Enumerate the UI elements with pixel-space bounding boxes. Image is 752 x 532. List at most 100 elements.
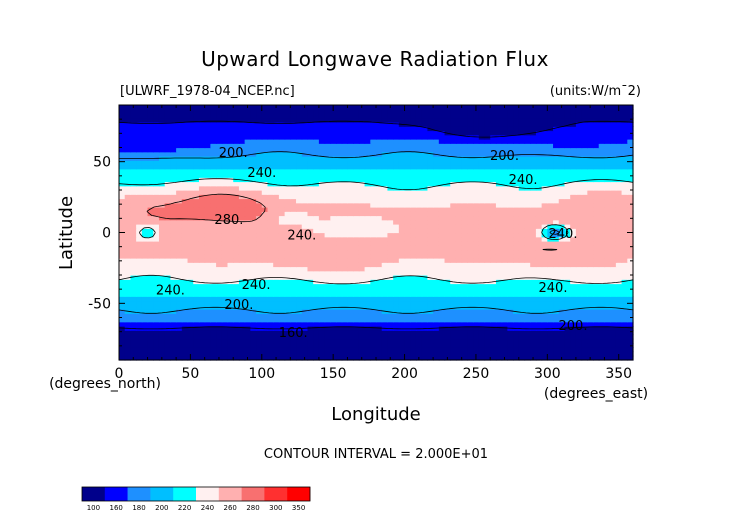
- field-cell: [221, 139, 229, 144]
- field-cell: [244, 258, 251, 263]
- field-cell: [147, 317, 154, 323]
- field-cell: [438, 330, 446, 336]
- field-cell: [593, 164, 600, 170]
- field-cell: [478, 241, 486, 246]
- field-cell: [404, 300, 411, 306]
- field-cell: [398, 292, 406, 297]
- field-cell: [336, 219, 343, 225]
- field-cell: [313, 122, 320, 127]
- field-cell: [290, 270, 297, 276]
- field-cell: [478, 228, 486, 234]
- field-cell: [461, 215, 468, 221]
- field-cell: [404, 211, 411, 217]
- field-cell: [290, 266, 297, 272]
- field-cell: [484, 139, 491, 144]
- field-cell: [153, 355, 160, 361]
- field-cell: [136, 185, 143, 191]
- field-cell: [330, 258, 337, 263]
- field-cell: [593, 181, 600, 187]
- field-cell: [198, 304, 206, 310]
- field-cell: [581, 351, 588, 357]
- field-cell: [341, 168, 349, 174]
- field-cell: [541, 283, 548, 289]
- field-cell: [421, 143, 428, 149]
- field-cell: [181, 262, 189, 268]
- field-cell: [564, 147, 571, 153]
- field-cell: [467, 147, 474, 153]
- field-cell: [478, 143, 486, 149]
- field-cell: [398, 130, 406, 136]
- field-cell: [410, 168, 417, 174]
- field-cell: [450, 300, 457, 306]
- field-cell: [238, 266, 246, 272]
- field-cell: [278, 351, 286, 357]
- field-cell: [387, 190, 394, 195]
- field-cell: [387, 317, 394, 323]
- field-cell: [250, 160, 257, 166]
- field-cell: [238, 287, 246, 293]
- field-cell: [484, 245, 491, 251]
- field-cell: [164, 236, 171, 242]
- field-cell: [404, 334, 411, 340]
- field-cell: [164, 338, 171, 344]
- field-cell: [119, 173, 126, 178]
- field-cell: [358, 330, 366, 336]
- field-cell: [507, 253, 514, 259]
- field-cell: [490, 139, 497, 144]
- field-cell: [490, 198, 497, 204]
- field-cell: [495, 156, 503, 161]
- field-cell: [267, 347, 274, 353]
- field-cell: [176, 270, 183, 276]
- field-cell: [313, 300, 320, 306]
- field-cell: [233, 334, 240, 340]
- field-cell: [250, 313, 257, 319]
- field-cell: [513, 168, 520, 174]
- field-cell: [130, 147, 137, 153]
- field-cell: [176, 224, 183, 229]
- field-cell: [495, 317, 503, 323]
- field-cell: [193, 326, 200, 331]
- field-cell: [444, 134, 451, 140]
- field-cell: [398, 313, 406, 319]
- field-cell: [267, 211, 274, 217]
- field-cell: [404, 279, 411, 285]
- field-cell: [227, 279, 234, 285]
- field-cell: [427, 228, 434, 234]
- field-cell: [318, 309, 326, 314]
- field-cell: [147, 219, 154, 225]
- field-cell: [461, 156, 468, 161]
- field-cell: [370, 151, 377, 157]
- field-cell: [398, 287, 406, 293]
- field-cell: [615, 258, 623, 263]
- field-cell: [467, 232, 474, 238]
- field-cell: [278, 198, 286, 204]
- field-cell: [250, 232, 257, 238]
- field-cell: [621, 143, 628, 149]
- field-cell: [119, 309, 126, 314]
- field-cell: [164, 262, 171, 268]
- field-cell: [381, 355, 389, 361]
- field-cell: [518, 313, 526, 319]
- field-cell: [381, 334, 389, 340]
- field-cell: [181, 160, 189, 166]
- field-cell: [381, 198, 389, 204]
- field-cell: [147, 139, 154, 144]
- field-cell: [524, 126, 531, 132]
- field-cell: [204, 270, 211, 276]
- field-cell: [181, 300, 189, 306]
- field-cell: [261, 262, 269, 268]
- field-cell: [124, 202, 132, 208]
- field-cell: [158, 160, 166, 166]
- field-cell: [136, 194, 143, 200]
- field-cell: [615, 190, 623, 195]
- field-cell: [513, 232, 520, 238]
- field-cell: [615, 202, 623, 208]
- field-cell: [330, 241, 337, 246]
- field-cell: [370, 279, 377, 285]
- field-cell: [210, 283, 217, 289]
- field-cell: [358, 143, 366, 149]
- field-cell: [164, 228, 171, 234]
- field-cell: [553, 177, 560, 183]
- field-cell: [313, 292, 320, 297]
- field-cell: [250, 126, 257, 132]
